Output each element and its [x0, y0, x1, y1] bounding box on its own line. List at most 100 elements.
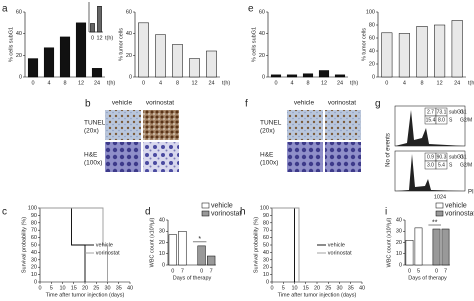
- bar: [286, 74, 298, 78]
- legend-label: vehicle: [328, 242, 345, 248]
- bar: [75, 22, 87, 78]
- x-tick-label: 5: [50, 285, 53, 291]
- x-tick-label: 5: [282, 285, 285, 291]
- bar: [155, 34, 166, 78]
- survival-curve: [272, 207, 300, 282]
- x-tick-label: 0: [38, 285, 41, 291]
- bar: [451, 20, 463, 78]
- y-tick-label: 100: [260, 205, 269, 211]
- bar: [334, 74, 346, 78]
- bar: [405, 240, 414, 266]
- bar: [27, 58, 39, 78]
- gate-value: 73.1: [437, 109, 447, 115]
- panel-label: i: [385, 207, 387, 218]
- y-tick-label: 20: [126, 53, 132, 59]
- panel-label: c: [2, 207, 7, 218]
- row-label: (20x): [84, 128, 99, 135]
- x-axis-label: Days of therapy: [408, 275, 447, 281]
- y-tick-label: 10: [396, 251, 402, 257]
- y-tick-label: 80: [263, 220, 269, 226]
- x-tick-label: 24: [208, 80, 214, 86]
- x-tick-label: 1024: [434, 194, 446, 200]
- x-tick-label: 40: [127, 285, 133, 291]
- x-tick-label: 0: [171, 268, 174, 274]
- gate-cell: [435, 115, 448, 125]
- x-tick-label: 0: [385, 80, 388, 86]
- x-tick-label: 8: [420, 80, 423, 86]
- annotation: *: [198, 236, 201, 243]
- bar: [43, 47, 55, 78]
- x-tick-label: 4: [290, 80, 293, 86]
- y-tick-label: 70: [31, 228, 37, 234]
- gate-value: 3.0: [427, 162, 434, 168]
- y-tick-label: 80: [369, 22, 375, 28]
- x-tick-label: 0: [31, 80, 34, 86]
- row-label: H&E: [84, 152, 98, 159]
- row-label: (100x): [260, 160, 278, 167]
- y-tick-label: 90: [31, 213, 37, 219]
- legend-label: vorinostat: [96, 250, 120, 256]
- gate-value: 15.4: [426, 117, 436, 123]
- y-tick-label: 40: [31, 250, 37, 256]
- y-tick-label: 0: [399, 262, 402, 268]
- x-tick-label: 25: [325, 285, 331, 291]
- bar: [138, 22, 149, 78]
- y-tick-label: 40: [259, 31, 265, 37]
- y-tick-label: 0: [266, 279, 269, 285]
- bar: [434, 24, 446, 78]
- x-axis-label: t(h): [468, 80, 474, 86]
- y-tick-label: 60: [263, 235, 269, 241]
- gate-value: 2.7: [427, 109, 434, 115]
- row-label: H&E: [260, 152, 274, 159]
- y-tick-label: 10: [31, 272, 37, 278]
- y-tick-label: 30: [396, 229, 402, 235]
- bar: [414, 227, 423, 266]
- x-tick-label: 20: [82, 285, 88, 291]
- x-tick-label: 10: [59, 285, 65, 291]
- x-axis-label: Time after tumor injection (days): [278, 292, 357, 298]
- panel-label: e: [248, 4, 254, 15]
- gate-cell: [435, 160, 448, 170]
- panel-label: f: [245, 99, 248, 110]
- column-label: vehicle: [112, 100, 133, 107]
- gate-label: subG1: [449, 154, 464, 160]
- x-axis-label: t(h): [107, 80, 115, 86]
- y-axis-label: No of events: [386, 133, 392, 167]
- y-tick-label: 40: [396, 217, 402, 223]
- y-tick-label: 20: [159, 240, 165, 246]
- x-tick-label: 5: [417, 268, 420, 274]
- y-tick-label: 0: [19, 74, 22, 80]
- y-tick-label: 0: [262, 74, 265, 80]
- y-axis-label: % tumor cells: [361, 28, 367, 61]
- micrograph: [287, 110, 323, 140]
- panel-label: a: [2, 4, 8, 15]
- gate-label: G2/M: [460, 162, 472, 168]
- annotation: **: [432, 219, 438, 226]
- x-tick-label: 0: [200, 268, 203, 274]
- y-tick-label: 20: [263, 265, 269, 271]
- y-tick-label: 80: [31, 220, 37, 226]
- x-axis-label: Time after tumor injection (days): [46, 292, 125, 298]
- bar: [270, 74, 282, 78]
- x-tick-label: 0: [142, 80, 145, 86]
- y-tick-label: 0: [129, 74, 132, 80]
- micrograph: [143, 142, 179, 172]
- y-tick-label: 20: [369, 61, 375, 67]
- legend-label: vehicle: [96, 242, 113, 248]
- column-label: vehicle: [294, 100, 315, 107]
- y-axis-label: Survival probability (%): [253, 217, 259, 273]
- y-tick-label: 20: [259, 53, 265, 59]
- x-tick-label: 8: [63, 80, 66, 86]
- y-tick-label: 60: [369, 35, 375, 41]
- y-tick-label: 40: [369, 48, 375, 54]
- y-tick-label: 60: [31, 235, 37, 241]
- gate-label: G1: [460, 154, 467, 160]
- y-tick-label: 20: [396, 240, 402, 246]
- survival-curve: [272, 207, 295, 282]
- x-tick-label: 12: [191, 80, 197, 86]
- bar: [416, 26, 428, 78]
- x-axis-label: t(h): [222, 80, 230, 86]
- y-tick-label: 70: [263, 228, 269, 234]
- x-tick-label: 25: [93, 285, 99, 291]
